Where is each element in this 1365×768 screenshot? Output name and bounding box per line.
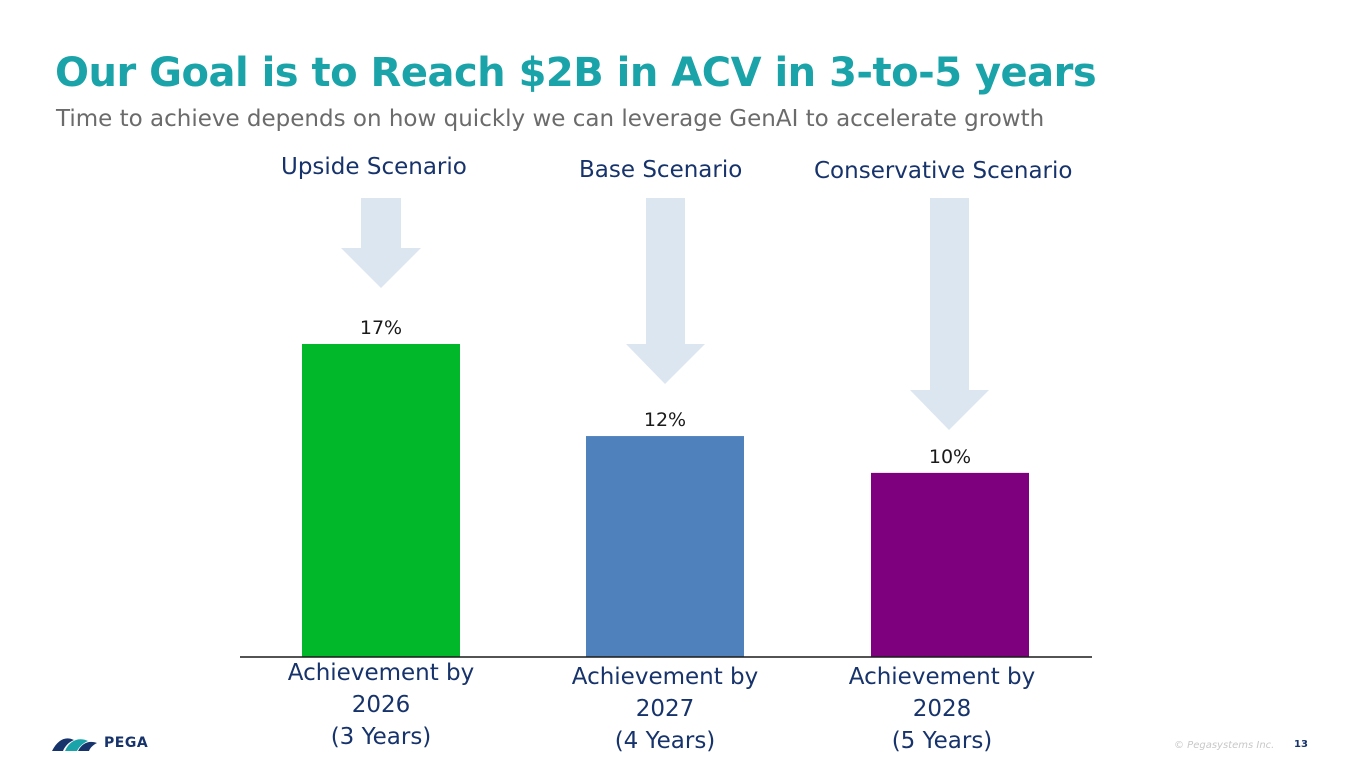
scenario-label-base: Base Scenario (579, 157, 743, 183)
slide-title: Our Goal is to Reach $2B in ACV in 3-to-… (55, 50, 1097, 96)
bar-value-label-0: 17% (360, 317, 402, 339)
slide-subtitle: Time to achieve depends on how quickly w… (56, 106, 1045, 132)
scenario-label-upside: Upside Scenario (281, 154, 467, 180)
scenario-label-conservative: Conservative Scenario (814, 158, 1073, 184)
category-label-2027: Achievement by 2027 (4 Years) (571, 664, 759, 754)
bar-0 (302, 344, 460, 657)
bar-2 (871, 472, 1029, 657)
copyright-notice: © Pegasystems Inc. (1174, 740, 1275, 751)
pega-logo-icon (52, 738, 97, 751)
down-arrow-upside (341, 198, 421, 288)
bar-1 (586, 436, 744, 657)
page-number: 13 (1294, 739, 1308, 750)
bar-value-label-2: 10% (929, 446, 971, 468)
bar-value-label-1: 12% (644, 409, 686, 431)
category-label-2028: Achievement by 2028 (5 Years) (848, 664, 1036, 754)
pega-logo: PEGA (52, 734, 148, 752)
down-arrow-base (626, 198, 705, 384)
down-arrow-conservative (910, 198, 989, 430)
category-label-2026: Achievement by 2026 (3 Years) (287, 660, 475, 750)
pega-logo-text: PEGA (104, 735, 149, 751)
